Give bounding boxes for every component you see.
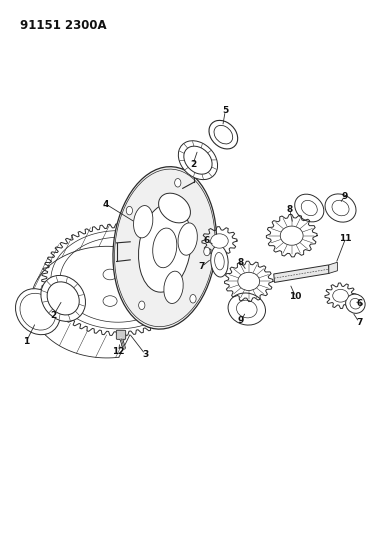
Ellipse shape xyxy=(295,194,324,222)
Ellipse shape xyxy=(113,167,216,329)
Circle shape xyxy=(175,179,181,187)
Circle shape xyxy=(139,301,145,310)
Text: 7: 7 xyxy=(356,318,363,327)
Text: 91151 2300A: 91151 2300A xyxy=(20,19,107,33)
Ellipse shape xyxy=(325,194,356,222)
Ellipse shape xyxy=(211,245,228,277)
Text: 12: 12 xyxy=(113,347,125,356)
Ellipse shape xyxy=(211,234,228,248)
Text: 1: 1 xyxy=(23,337,29,346)
Ellipse shape xyxy=(47,282,79,315)
Ellipse shape xyxy=(178,223,197,255)
Polygon shape xyxy=(274,265,329,282)
Ellipse shape xyxy=(164,271,183,303)
Ellipse shape xyxy=(41,276,85,321)
Text: 3: 3 xyxy=(142,350,148,359)
Ellipse shape xyxy=(228,293,265,325)
Ellipse shape xyxy=(127,286,140,295)
Ellipse shape xyxy=(209,120,238,149)
Ellipse shape xyxy=(103,269,117,280)
Text: 10: 10 xyxy=(289,292,302,301)
Ellipse shape xyxy=(184,146,212,174)
Ellipse shape xyxy=(178,141,218,180)
Text: 8: 8 xyxy=(238,258,244,266)
Circle shape xyxy=(204,247,210,256)
Text: 6: 6 xyxy=(357,299,363,308)
Ellipse shape xyxy=(134,206,153,238)
Ellipse shape xyxy=(333,289,348,302)
Ellipse shape xyxy=(280,226,303,245)
Text: 4: 4 xyxy=(103,200,109,209)
Text: 8: 8 xyxy=(287,205,293,214)
Circle shape xyxy=(126,206,132,215)
Polygon shape xyxy=(329,262,338,273)
Ellipse shape xyxy=(238,272,260,290)
Ellipse shape xyxy=(159,193,191,223)
Text: 9: 9 xyxy=(341,192,348,201)
Ellipse shape xyxy=(346,294,365,313)
Ellipse shape xyxy=(138,204,191,292)
Text: 11: 11 xyxy=(339,234,352,243)
Text: 9: 9 xyxy=(238,316,244,325)
Ellipse shape xyxy=(103,296,117,306)
FancyBboxPatch shape xyxy=(116,330,126,340)
Text: 2: 2 xyxy=(190,160,196,169)
Ellipse shape xyxy=(153,228,177,268)
Ellipse shape xyxy=(16,289,60,335)
Text: 7: 7 xyxy=(199,262,205,271)
Text: 6: 6 xyxy=(204,237,210,246)
Text: 2: 2 xyxy=(50,311,56,320)
Circle shape xyxy=(190,295,196,303)
Text: 5: 5 xyxy=(222,106,229,115)
